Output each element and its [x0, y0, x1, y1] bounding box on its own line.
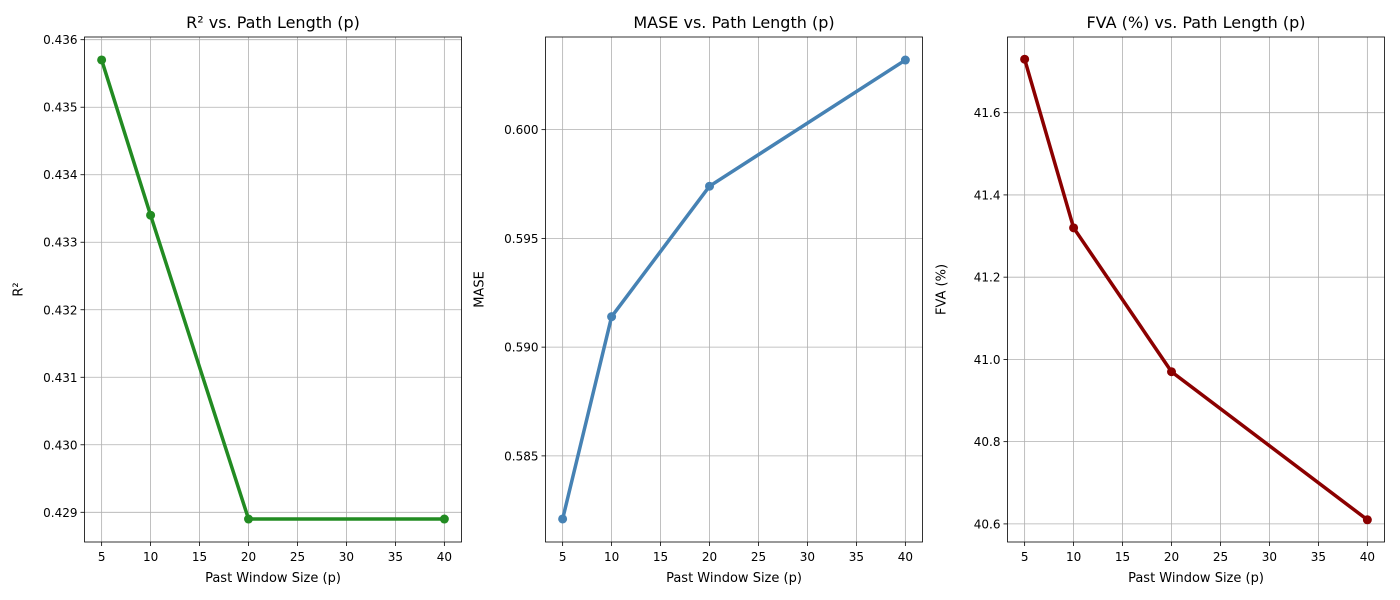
y-tick-label: 0.436: [43, 33, 77, 47]
x-axis-label: Past Window Size (p): [1128, 571, 1264, 586]
y-tick-label: 41.6: [974, 106, 1001, 120]
y-tick-label: 0.590: [504, 341, 538, 355]
x-axis-label: Past Window Size (p): [666, 571, 802, 586]
y-tick-label: 0.434: [43, 168, 77, 182]
x-tick-label: 40: [898, 550, 913, 564]
chart-panel-1: 5 10 15 20 25 30 35 40 0.429 0.430 0.431 0.432 0.433…: [12, 13, 462, 586]
data-point: [1362, 515, 1372, 525]
x-tick-label: 20: [1164, 550, 1179, 564]
chart-title: MASE vs. Path Length (p): [633, 13, 834, 32]
x-tick-label: 35: [388, 550, 403, 564]
data-point: [439, 514, 449, 524]
x-tick-label: 10: [604, 550, 619, 564]
x-tick-label: 35: [1311, 550, 1326, 564]
x-axis-label: Past Window Size (p): [205, 571, 341, 586]
data-point: [607, 312, 617, 322]
series-line: [99, 58, 447, 521]
data-point: [244, 514, 254, 524]
data-point: [900, 55, 910, 65]
series-line: [1022, 57, 1370, 522]
y-tick-label: 0.433: [43, 236, 77, 250]
x-tick-label: 5: [559, 550, 567, 564]
x-tick-label: 15: [653, 550, 668, 564]
y-axis-label: R²: [12, 282, 27, 296]
y-tick-label: 0.432: [43, 303, 77, 317]
y-axis-label: FVA (%): [935, 264, 950, 315]
data-point: [1020, 54, 1030, 64]
data-point: [1167, 367, 1177, 377]
y-tick-label: 0.600: [504, 123, 538, 137]
data-point: [705, 181, 715, 191]
y-tick-label: 40.8: [974, 435, 1001, 449]
y-tick-label: 0.595: [504, 232, 538, 246]
y-tick-label: 0.435: [43, 101, 77, 115]
chart-title: R² vs. Path Length (p): [186, 13, 360, 32]
y-axis-label: MASE: [473, 271, 488, 308]
y-tick-label: 41.4: [974, 188, 1001, 202]
x-tick-label: 15: [1115, 550, 1130, 564]
y-tick-label: 0.430: [43, 438, 77, 452]
y-tick-label: 0.429: [43, 506, 77, 520]
x-tick-label: 5: [98, 550, 106, 564]
x-tick-label: 10: [1066, 550, 1081, 564]
series-line: [560, 58, 908, 521]
data-point: [97, 55, 107, 65]
x-tick-label: 40: [437, 550, 452, 564]
x-tick-label: 25: [1213, 550, 1228, 564]
chart-title: FVA (%) vs. Path Length (p): [1086, 13, 1305, 32]
x-tick-label: 20: [241, 550, 256, 564]
axes-frame: [1007, 36, 1385, 543]
x-tick-label: 20: [702, 550, 717, 564]
x-tick-label: 30: [1262, 550, 1277, 564]
y-tick-label: 0.585: [504, 449, 538, 463]
x-tick-label: 40: [1360, 550, 1375, 564]
x-tick-label: 15: [192, 550, 207, 564]
y-tick-label: 40.6: [974, 517, 1001, 531]
y-tick-label: 41.2: [974, 271, 1001, 285]
y-tick-label: 41.0: [974, 353, 1001, 367]
axes-frame: [545, 36, 923, 543]
axes-frame: [84, 36, 462, 543]
chart-panel-3: 5 10 15 20 25 30 35 40 40.6 40.8 41.0 41.2 41.4 41.6 F…: [935, 13, 1385, 586]
data-point: [146, 210, 156, 220]
data-point: [1069, 223, 1079, 233]
y-tick-label: 0.431: [43, 371, 77, 385]
x-tick-label: 30: [800, 550, 815, 564]
x-tick-label: 25: [751, 550, 766, 564]
x-tick-label: 30: [339, 550, 354, 564]
x-tick-label: 5: [1021, 550, 1029, 564]
chart-panel-2: 5 10 15 20 25 30 35 40 0.585 0.590 0.595 0.600 MASE …: [473, 13, 923, 586]
x-tick-label: 35: [849, 550, 864, 564]
x-tick-label: 10: [143, 550, 158, 564]
x-tick-label: 25: [290, 550, 305, 564]
data-point: [558, 514, 568, 524]
